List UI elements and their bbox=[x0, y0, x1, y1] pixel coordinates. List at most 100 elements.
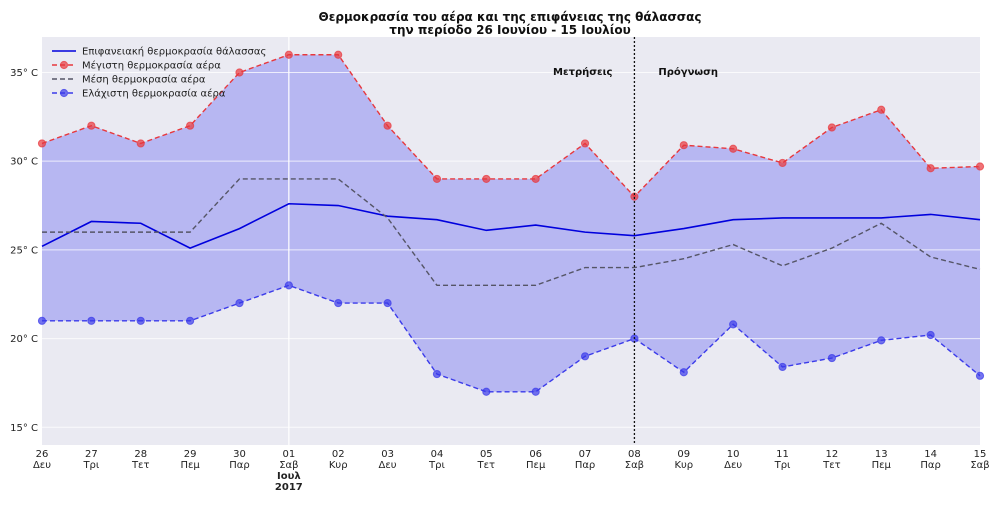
data-point bbox=[975, 162, 985, 171]
x-tick-day: 29 bbox=[184, 449, 197, 460]
data-point bbox=[432, 369, 442, 379]
data-point bbox=[186, 121, 195, 130]
series-line bbox=[42, 178, 981, 287]
data-point bbox=[580, 352, 590, 361]
y-tick-label: 20° C bbox=[10, 334, 38, 345]
x-tick-day: 27 bbox=[85, 449, 98, 460]
x-tick-weekday: Παρ bbox=[920, 460, 940, 471]
data-point bbox=[383, 298, 392, 308]
x-tick-weekday: Τετ bbox=[822, 460, 841, 471]
legend-marker bbox=[59, 60, 69, 70]
data-point bbox=[136, 316, 145, 325]
annotation-measurements: Μετρήσεις bbox=[553, 66, 612, 78]
x-tick-day: 01 bbox=[282, 449, 295, 460]
x-tick-day: 30 bbox=[233, 449, 246, 460]
y-tick-label: 30° C bbox=[10, 157, 38, 168]
legend-label: Μέγιστη θερμοκρασία αέρα bbox=[82, 60, 221, 72]
x-tick-day: 14 bbox=[924, 449, 937, 460]
data-point bbox=[679, 368, 688, 377]
series-line bbox=[41, 54, 981, 198]
x-tick-weekday: Τρι bbox=[774, 460, 791, 471]
data-point bbox=[778, 158, 787, 168]
data-point bbox=[531, 387, 540, 396]
x-tick-weekday: Τρι bbox=[428, 460, 445, 471]
x-tick-day: 11 bbox=[776, 449, 789, 460]
data-point bbox=[383, 121, 392, 130]
x-tick-weekday: Τετ bbox=[131, 460, 150, 471]
x-tick-weekday: Τρι bbox=[82, 460, 99, 471]
x-tick-day: 09 bbox=[677, 449, 690, 460]
x-tick-day: 07 bbox=[579, 449, 592, 460]
series-line bbox=[42, 284, 981, 393]
data-point bbox=[926, 164, 935, 173]
y-tick-label: 15° C bbox=[10, 423, 38, 434]
x-tick-month: Ιουλ bbox=[277, 471, 301, 482]
x-tick-weekday: Δευ bbox=[379, 460, 397, 471]
x-tick-weekday: Πεμ bbox=[526, 460, 546, 471]
data-point bbox=[580, 139, 590, 148]
x-tick-year: 2017 bbox=[275, 482, 303, 493]
data-point bbox=[87, 121, 96, 130]
data-point bbox=[37, 139, 47, 148]
data-point bbox=[877, 336, 886, 345]
x-tick-weekday: Σαβ bbox=[625, 460, 644, 471]
data-point bbox=[531, 174, 540, 184]
x-tick-weekday: Παρ bbox=[575, 460, 595, 471]
chart-subtitle: την περίοδο 26 Ιουνίου - 15 Ιουλίου bbox=[389, 23, 630, 37]
x-tick-weekday: Πεμ bbox=[180, 460, 200, 471]
x-tick-day: 05 bbox=[480, 449, 493, 460]
data-point bbox=[729, 144, 738, 153]
data-point bbox=[482, 174, 491, 184]
x-tick-day: 28 bbox=[134, 449, 147, 460]
data-point bbox=[37, 316, 47, 325]
data-point bbox=[87, 316, 96, 325]
data-point bbox=[432, 174, 442, 184]
data-point bbox=[827, 353, 836, 363]
x-tick-day: 04 bbox=[431, 449, 444, 460]
data-point bbox=[877, 105, 886, 114]
y-tick-label: 25° C bbox=[10, 245, 38, 256]
data-point bbox=[334, 50, 343, 59]
x-tick-day: 26 bbox=[36, 449, 49, 460]
x-tick-weekday: Σαβ bbox=[970, 460, 989, 471]
annotation-forecast: Πρόγνωση bbox=[658, 66, 718, 78]
data-point bbox=[136, 139, 145, 148]
data-point bbox=[778, 362, 787, 372]
data-point bbox=[235, 298, 244, 308]
x-tick-weekday: Πεμ bbox=[872, 460, 892, 471]
y-tick-label: 35° C bbox=[10, 68, 38, 79]
data-point bbox=[482, 387, 491, 396]
legend-label: Μέση θερμοκρασία αέρα bbox=[82, 74, 206, 86]
x-tick-day: 06 bbox=[529, 449, 542, 460]
data-point bbox=[926, 330, 935, 340]
data-point bbox=[186, 316, 195, 325]
x-tick-day: 08 bbox=[628, 449, 641, 460]
legend-marker bbox=[59, 88, 69, 98]
x-tick-weekday: Κυρ bbox=[329, 460, 348, 471]
data-point bbox=[827, 123, 836, 132]
x-tick-weekday: Σαβ bbox=[279, 460, 298, 471]
data-point bbox=[679, 141, 688, 150]
x-tick-day: 02 bbox=[332, 449, 345, 460]
x-tick-weekday: Κυρ bbox=[674, 460, 693, 471]
data-point bbox=[975, 371, 985, 380]
x-tick-day: 13 bbox=[875, 449, 888, 460]
x-tick-weekday: Δευ bbox=[724, 460, 742, 471]
x-tick-day: 15 bbox=[974, 449, 987, 460]
max-min-band bbox=[42, 54, 980, 392]
legend-label: Επιφανειακή θερμοκρασία θάλασσας bbox=[82, 46, 266, 58]
data-point bbox=[235, 68, 244, 77]
data-point bbox=[334, 298, 343, 308]
chart-title: Θερμοκρασία του αέρα και της επιφάνειας … bbox=[319, 10, 702, 24]
data-point bbox=[284, 50, 293, 59]
x-tick-day: 10 bbox=[727, 449, 740, 460]
series-line bbox=[41, 202, 981, 249]
legend-label: Ελάχιστη θερμοκρασία αέρα bbox=[82, 88, 226, 100]
x-tick-day: 12 bbox=[826, 449, 839, 460]
data-point bbox=[729, 320, 738, 329]
x-tick-weekday: Παρ bbox=[229, 460, 249, 471]
x-tick-weekday: Δευ bbox=[33, 460, 51, 471]
x-tick-weekday: Τετ bbox=[477, 460, 496, 471]
